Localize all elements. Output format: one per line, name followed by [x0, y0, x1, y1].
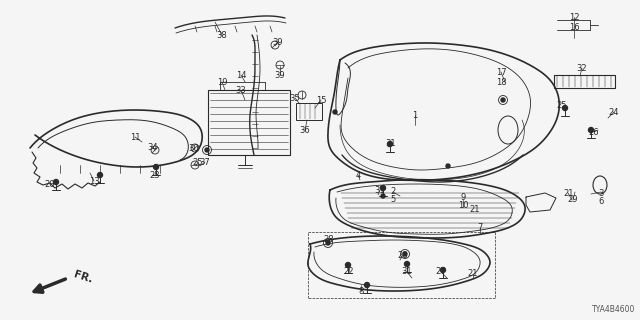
Circle shape [501, 98, 505, 102]
Text: 28: 28 [324, 235, 334, 244]
Text: 19: 19 [217, 77, 227, 86]
Text: 29: 29 [568, 196, 579, 204]
Text: 39: 39 [275, 70, 285, 79]
Text: 8: 8 [358, 286, 364, 295]
Text: 13: 13 [89, 177, 99, 186]
Text: 9: 9 [460, 193, 466, 202]
Text: 22: 22 [344, 267, 355, 276]
Circle shape [589, 127, 593, 132]
Text: 21: 21 [564, 188, 574, 197]
Text: 17: 17 [496, 68, 506, 76]
Bar [554, 75, 615, 88]
Text: 21: 21 [470, 205, 480, 214]
Text: 4: 4 [355, 171, 360, 180]
Circle shape [381, 194, 385, 198]
Circle shape [440, 268, 445, 273]
Text: 34: 34 [148, 142, 158, 151]
Circle shape [446, 164, 450, 168]
Circle shape [346, 262, 351, 268]
Circle shape [54, 180, 58, 185]
Text: 33: 33 [236, 85, 246, 94]
Text: 24: 24 [609, 108, 620, 116]
Circle shape [205, 148, 209, 152]
Text: 38: 38 [216, 30, 227, 39]
Text: 23: 23 [150, 171, 160, 180]
Text: 10: 10 [458, 201, 468, 210]
Text: 35: 35 [290, 93, 300, 102]
Text: 25: 25 [557, 100, 567, 109]
Text: 15: 15 [316, 95, 326, 105]
Circle shape [404, 261, 410, 267]
Text: FR.: FR. [72, 269, 93, 285]
Circle shape [381, 186, 385, 190]
Text: 2: 2 [390, 188, 396, 196]
Text: 16: 16 [569, 22, 579, 31]
Text: 27: 27 [436, 268, 446, 276]
Text: 7: 7 [477, 223, 483, 233]
Text: 1: 1 [412, 110, 418, 119]
Text: 6: 6 [598, 197, 604, 206]
Text: 25: 25 [193, 157, 204, 166]
Text: TYA4B4600: TYA4B4600 [591, 306, 635, 315]
Bar [296, 103, 322, 120]
Text: 20: 20 [45, 180, 55, 188]
Text: 31: 31 [402, 268, 412, 276]
Text: 21: 21 [468, 269, 478, 278]
Text: 11: 11 [130, 132, 140, 141]
Circle shape [333, 110, 337, 114]
Text: 5: 5 [390, 196, 396, 204]
Text: 36: 36 [300, 125, 310, 134]
Text: 39: 39 [273, 37, 284, 46]
Circle shape [403, 252, 407, 256]
Text: 32: 32 [577, 63, 588, 73]
Text: 26: 26 [589, 127, 599, 137]
Circle shape [365, 283, 369, 287]
Text: 31: 31 [374, 186, 385, 195]
Text: 31: 31 [386, 139, 396, 148]
Text: 37: 37 [200, 157, 211, 166]
Text: 28: 28 [397, 251, 408, 260]
Text: 30: 30 [189, 143, 199, 153]
Text: 3: 3 [598, 189, 604, 198]
Text: 14: 14 [236, 70, 246, 79]
Bar [208, 90, 290, 155]
Circle shape [97, 172, 102, 178]
Circle shape [326, 241, 330, 245]
Circle shape [154, 164, 159, 170]
Circle shape [387, 141, 392, 147]
Circle shape [563, 106, 568, 110]
Text: 18: 18 [496, 77, 506, 86]
Text: 12: 12 [569, 12, 579, 21]
